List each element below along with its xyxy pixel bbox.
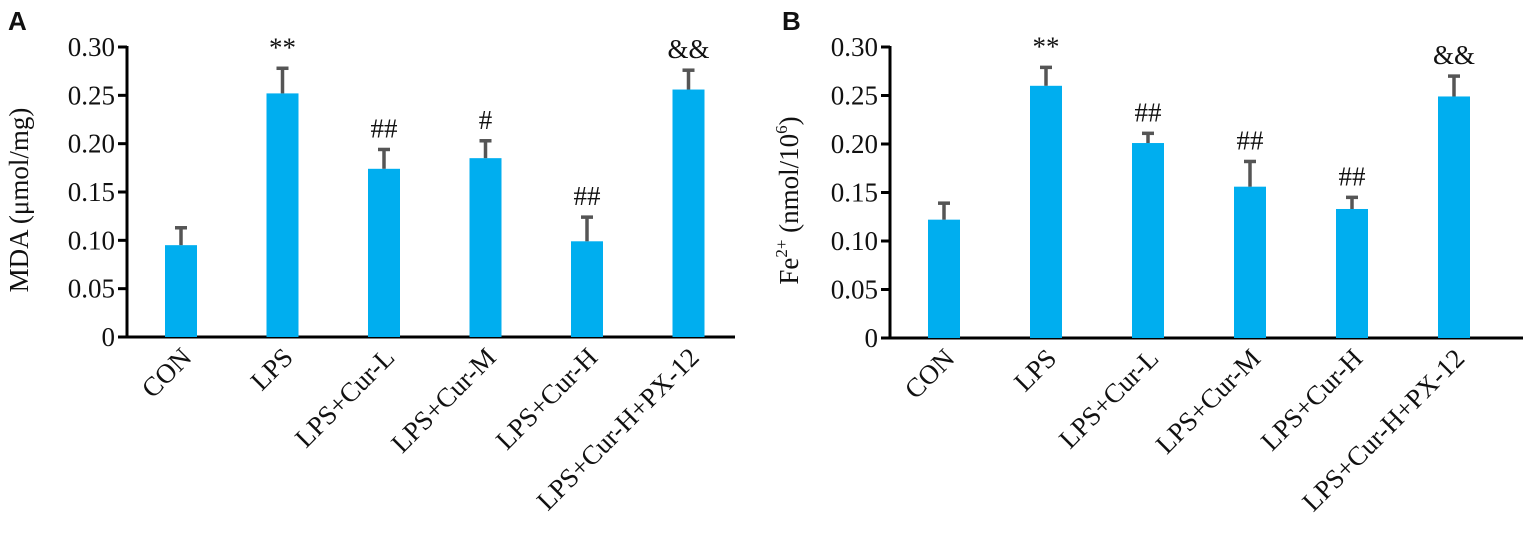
significance-label: ## <box>1339 161 1367 191</box>
y-tick-label: 0.30 <box>831 32 878 62</box>
category-label: CON <box>899 343 961 405</box>
bar <box>368 168 400 337</box>
y-tick-label: 0.30 <box>68 32 115 62</box>
significance-label: ## <box>1135 97 1163 127</box>
y-tick-label: 0.20 <box>831 129 878 159</box>
category-label: LPS+Cur-M <box>385 342 501 458</box>
y-tick-label: 0.10 <box>68 225 115 255</box>
significance-label: # <box>479 105 493 135</box>
y-axis-label: MDA (μmol/mg) <box>4 108 34 293</box>
y-axis-label: Fe2+ (nmol/106) <box>772 116 804 284</box>
y-tick-label: 0.25 <box>68 80 115 110</box>
category-label: LPS+Cur-L <box>1053 343 1164 454</box>
y-tick-label: 0.15 <box>831 178 878 208</box>
significance-label: ## <box>371 113 399 143</box>
significance-label: && <box>1433 40 1475 70</box>
bar <box>469 158 502 337</box>
y-tick-label: 0.15 <box>68 177 115 207</box>
bar <box>1132 143 1164 338</box>
significance-label: && <box>667 34 709 64</box>
bar <box>928 219 960 338</box>
panel-label: A <box>8 6 27 36</box>
bar <box>1030 85 1062 338</box>
y-tick-label: 0.05 <box>831 275 878 305</box>
y-tick-label: 0 <box>102 322 116 352</box>
y-tick-label: 0.10 <box>831 226 878 256</box>
category-label: LPS <box>245 342 299 396</box>
category-label: LPS <box>1008 343 1062 397</box>
bar <box>1438 96 1470 338</box>
bar <box>266 93 299 338</box>
category-label: LPS+Cur-L <box>289 342 400 453</box>
significance-label: ## <box>1237 125 1265 155</box>
panel-a-chart: A 0 0.05 0.10 0.15 0.20 0.25 0.30 MDA (μmol/mg) C… <box>4 6 735 516</box>
significance-label: ## <box>574 181 602 211</box>
panel-label: B <box>782 6 801 36</box>
y-tick-label: 0.20 <box>68 129 115 159</box>
y-tick-label: 0.25 <box>831 81 878 111</box>
bar <box>1336 208 1368 338</box>
y-tick-label: 0 <box>865 323 879 353</box>
bar <box>1234 186 1266 338</box>
panel-b-chart: B 0 0.05 0.10 0.15 0.20 0.25 0.30 Fe2+ (nmol/106… <box>772 6 1523 517</box>
category-label: CON <box>136 342 198 404</box>
category-label: LPS+Cur-H <box>1255 343 1368 456</box>
significance-label: ** <box>269 32 296 62</box>
bar <box>672 89 705 338</box>
bar <box>571 241 603 337</box>
bar <box>165 245 197 337</box>
y-tick-label: 0.05 <box>68 274 115 304</box>
category-label: LPS+Cur-M <box>1150 343 1266 459</box>
significance-label: ** <box>1033 31 1060 61</box>
